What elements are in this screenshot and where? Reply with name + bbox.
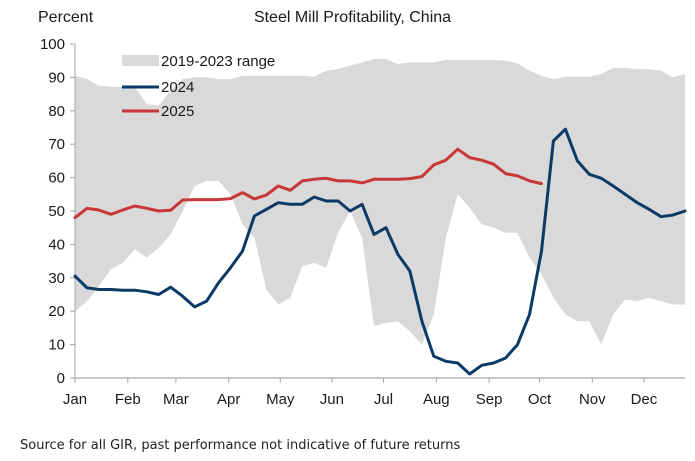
y-tick-label: 90: [48, 69, 65, 86]
range-band-layer: [75, 59, 685, 345]
x-tick-label-jul: Jul: [374, 391, 393, 408]
x-tick-label-nov: Nov: [579, 391, 606, 408]
source-note: Source for all GIR, past performance not…: [20, 438, 461, 453]
chart-svg: 0 10 20 30 40 50 60 70 80 90 100 Jan Feb Mar Apr May Jun…: [40, 36, 687, 408]
series-line-2025: [73, 147, 543, 220]
legend-label-range: 2019-2023 range: [161, 53, 275, 70]
y-tick-label: 0: [57, 370, 65, 387]
y-tick-label: 10: [48, 337, 65, 354]
x-tick-label-feb: Feb: [115, 391, 141, 408]
y-axis-unit-label: Percent: [38, 9, 94, 26]
x-tick-label-may: May: [266, 391, 295, 408]
x-tick-label-jun: Jun: [320, 391, 344, 408]
x-tick-label-jan: Jan: [63, 391, 87, 408]
legend-label-2024: 2024: [161, 79, 194, 96]
chart-title: Steel Mill Profitability, China: [253, 9, 452, 26]
series-layer: [73, 127, 687, 376]
legend: 2019-2023 range 2024 2025: [122, 53, 275, 120]
x-tick-label-apr: Apr: [217, 391, 240, 408]
x-tick-label-mar: Mar: [163, 391, 189, 408]
y-tick-label: 40: [48, 236, 65, 253]
x-tick-label-sep: Sep: [476, 391, 503, 408]
x-tick-label-dec: Dec: [631, 391, 658, 408]
y-tick-label: 30: [48, 270, 65, 287]
y-tick-label: 80: [48, 103, 65, 120]
y-tick-label: 70: [48, 136, 65, 153]
legend-swatch-range: [122, 55, 159, 66]
x-tick-label-aug: Aug: [423, 391, 450, 408]
y-tick-label: 60: [48, 170, 65, 187]
y-tick-label: 20: [48, 303, 65, 320]
x-tick-label-oct: Oct: [528, 391, 552, 408]
y-tick-label: 50: [48, 203, 65, 220]
series-line-2024: [73, 127, 687, 376]
range-band-area: [75, 59, 685, 345]
y-tick-label: 100: [40, 36, 65, 53]
legend-label-2025: 2025: [161, 103, 194, 120]
axis-layer: 0 10 20 30 40 50 60 70 80 90 100 Jan Feb Mar Apr May Jun…: [40, 36, 685, 408]
